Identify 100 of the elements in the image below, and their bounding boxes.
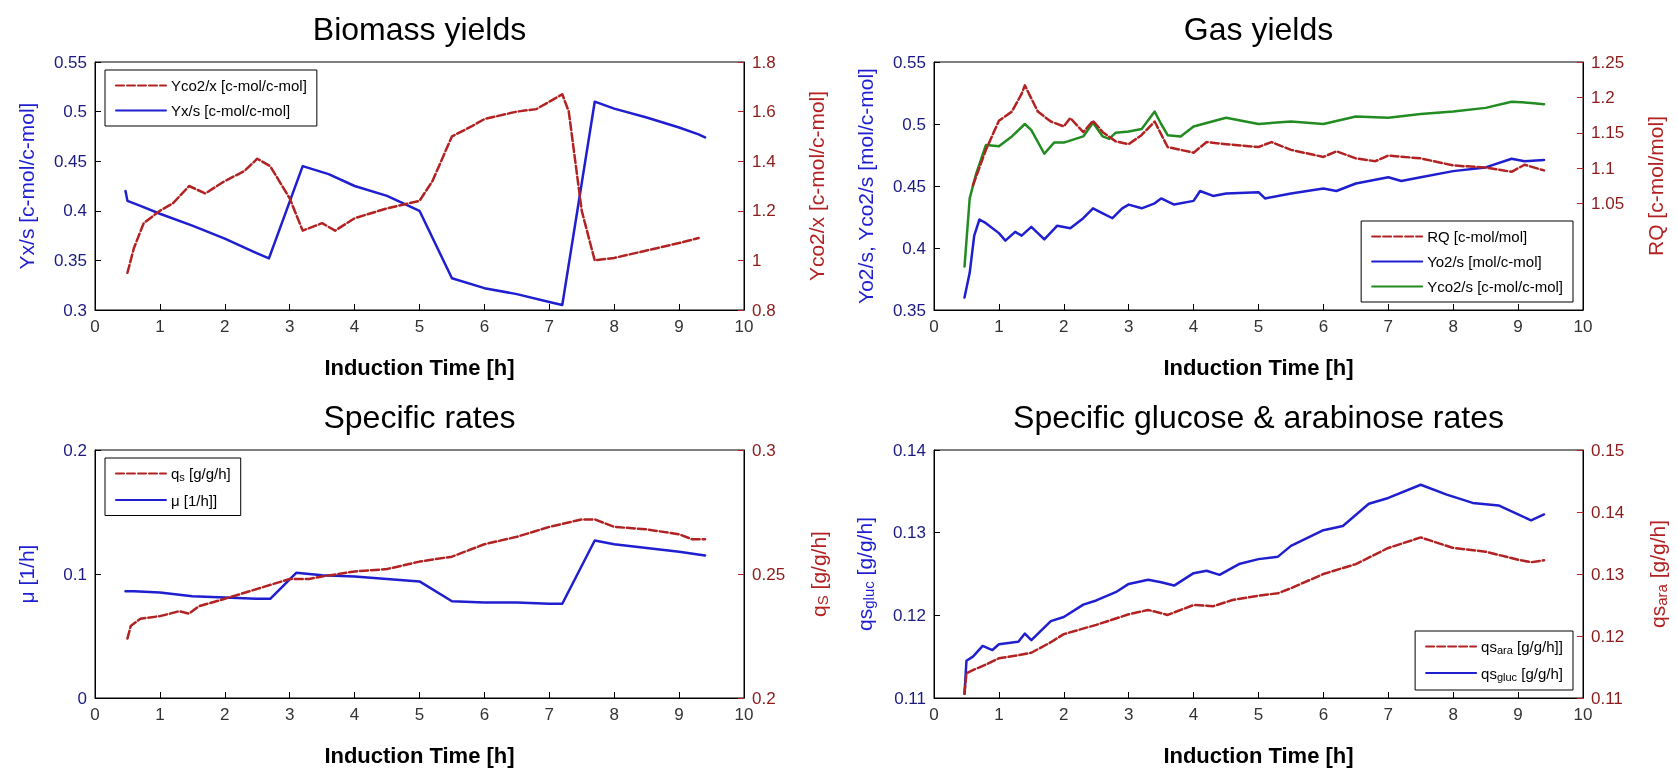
y-tick-label: 0.12	[892, 605, 926, 625]
line-series	[124, 539, 707, 606]
y-tick-label: 0.1	[63, 564, 87, 584]
x-tick-label: 10	[1573, 705, 1592, 724]
legend-label: Yco2/x [c-mol/c-mol]	[171, 77, 307, 94]
chart-title: Specific glucose & arabinose rates	[1012, 399, 1504, 435]
y-tick-label: 0.5	[901, 114, 926, 134]
line-series	[124, 100, 707, 307]
x-tick-label: 5	[1253, 705, 1263, 724]
y2-tick-label: 0.15	[1590, 440, 1624, 460]
x-tick-label: 1	[155, 317, 165, 336]
y2-tick-label: 0.12	[1590, 626, 1624, 646]
y2-tick-label: 0.3	[752, 440, 776, 460]
y-axis-title: Yo2/s, Yco2/s [mol/c-mol]	[853, 68, 877, 304]
line-series	[962, 100, 1545, 268]
x-axis-title: Induction Time [h]	[324, 742, 515, 768]
x-tick-label: 2	[220, 317, 230, 336]
x-tick-label: 6	[1318, 705, 1328, 724]
y2-tick-label: 1.05	[1590, 194, 1624, 214]
x-axis-title: Induction Time [h]	[324, 354, 515, 380]
x-tick-label: 4	[1188, 705, 1198, 724]
y2-tick-label: 1	[752, 250, 762, 270]
x-tick-label: 9	[674, 317, 684, 336]
y2-axis-title: qsara [g/g/h]	[1645, 519, 1670, 629]
y2-tick-label: 1.1	[1590, 158, 1615, 178]
x-tick-label: 2	[220, 705, 230, 724]
x-tick-label: 7	[544, 317, 555, 336]
y2-tick-label: 1.2	[752, 201, 776, 221]
x-tick-label: 4	[349, 705, 360, 724]
x-tick-label: 10	[734, 705, 754, 724]
x-tick-label: 7	[1383, 705, 1393, 724]
x-tick-label: 10	[734, 317, 754, 336]
x-tick-label: 0	[928, 705, 939, 724]
y-tick-label: 0.3	[63, 300, 87, 320]
y-axis-title: Yx/s [c-mol/c-mol]	[15, 102, 38, 270]
y2-tick-label: 1.2	[1590, 87, 1615, 107]
y2-tick-label: 1.25	[1590, 52, 1624, 72]
legend-label: Yo2/s [mol/c-mol]	[1426, 253, 1542, 270]
y-axis-title: μ [1/h]	[15, 544, 38, 604]
x-tick-label: 0	[928, 317, 939, 336]
y-tick-label: 0.2	[63, 440, 87, 460]
chart-title: Biomass yields	[312, 11, 527, 47]
legend-label: Yx/s [c-mol/c-mol]	[171, 102, 291, 119]
y2-axis-title: qS [g/g/h]	[806, 531, 831, 617]
x-tick-label: 6	[479, 705, 490, 724]
x-tick-label: 3	[284, 705, 295, 724]
chart-title: Gas yields	[1183, 11, 1333, 47]
y2-tick-label: 0.25	[752, 564, 786, 584]
x-tick-label: 8	[1447, 317, 1458, 336]
x-tick-label: 7	[1383, 317, 1393, 336]
line-series	[126, 92, 700, 275]
x-tick-label: 6	[479, 317, 490, 336]
y2-axis-title: Yco2/x [c-mol/c-mol]	[805, 90, 828, 282]
y2-tick-label: 1.6	[752, 102, 776, 122]
y2-tick-label: 0.14	[1590, 502, 1624, 522]
x-tick-label: 5	[1253, 317, 1263, 336]
x-tick-label: 1	[993, 705, 1004, 724]
line-series	[971, 84, 1545, 187]
x-tick-label: 3	[284, 317, 295, 336]
y-tick-label: 0.55	[892, 52, 926, 72]
x-tick-label: 9	[674, 705, 684, 724]
x-tick-label: 0	[90, 705, 100, 724]
x-tick-label: 5	[414, 317, 425, 336]
x-tick-label: 9	[1512, 317, 1523, 336]
legend-label: RQ [c-mol/mol]	[1426, 228, 1527, 245]
y2-axis-title: RQ [c-mol/mol]	[1643, 115, 1667, 257]
y-tick-label: 0.14	[892, 440, 926, 460]
x-tick-label: 4	[349, 317, 360, 336]
y2-tick-label: 1.4	[752, 151, 776, 171]
y2-tick-label: 1.8	[752, 52, 776, 72]
x-tick-label: 2	[1058, 705, 1069, 724]
y-tick-label: 0.45	[53, 151, 87, 171]
y-axis-title: qsgluc [g/g/h]	[852, 517, 877, 631]
y-tick-label: 0	[77, 688, 87, 708]
x-tick-label: 1	[155, 705, 165, 724]
x-tick-label: 8	[1447, 705, 1458, 724]
x-tick-label: 6	[1318, 317, 1328, 336]
line-series	[126, 518, 707, 640]
y2-tick-label: 0.11	[1590, 688, 1623, 708]
y-tick-label: 0.35	[892, 300, 926, 320]
y-tick-label: 0.13	[892, 523, 926, 543]
x-tick-label: 7	[544, 705, 555, 724]
x-tick-label: 5	[414, 705, 425, 724]
y-tick-label: 0.11	[893, 688, 926, 708]
chart-title: Specific rates	[323, 399, 516, 435]
x-tick-label: 8	[609, 705, 619, 724]
y-tick-label: 0.45	[892, 176, 926, 196]
x-axis-title: Induction Time [h]	[1162, 354, 1354, 380]
x-tick-label: 10	[1573, 317, 1592, 336]
y2-tick-label: 1.15	[1590, 123, 1624, 143]
y2-tick-label: 0.2	[752, 688, 776, 708]
x-tick-label: 1	[993, 317, 1004, 336]
y-tick-label: 0.4	[63, 201, 87, 221]
legend-label: μ [1/h]]	[171, 491, 218, 509]
x-tick-label: 9	[1512, 705, 1523, 724]
x-tick-label: 2	[1058, 317, 1069, 336]
y2-tick-label: 0.13	[1590, 564, 1624, 584]
x-tick-label: 8	[609, 317, 619, 336]
x-tick-label: 0	[90, 317, 100, 336]
x-tick-label: 3	[1123, 317, 1133, 336]
